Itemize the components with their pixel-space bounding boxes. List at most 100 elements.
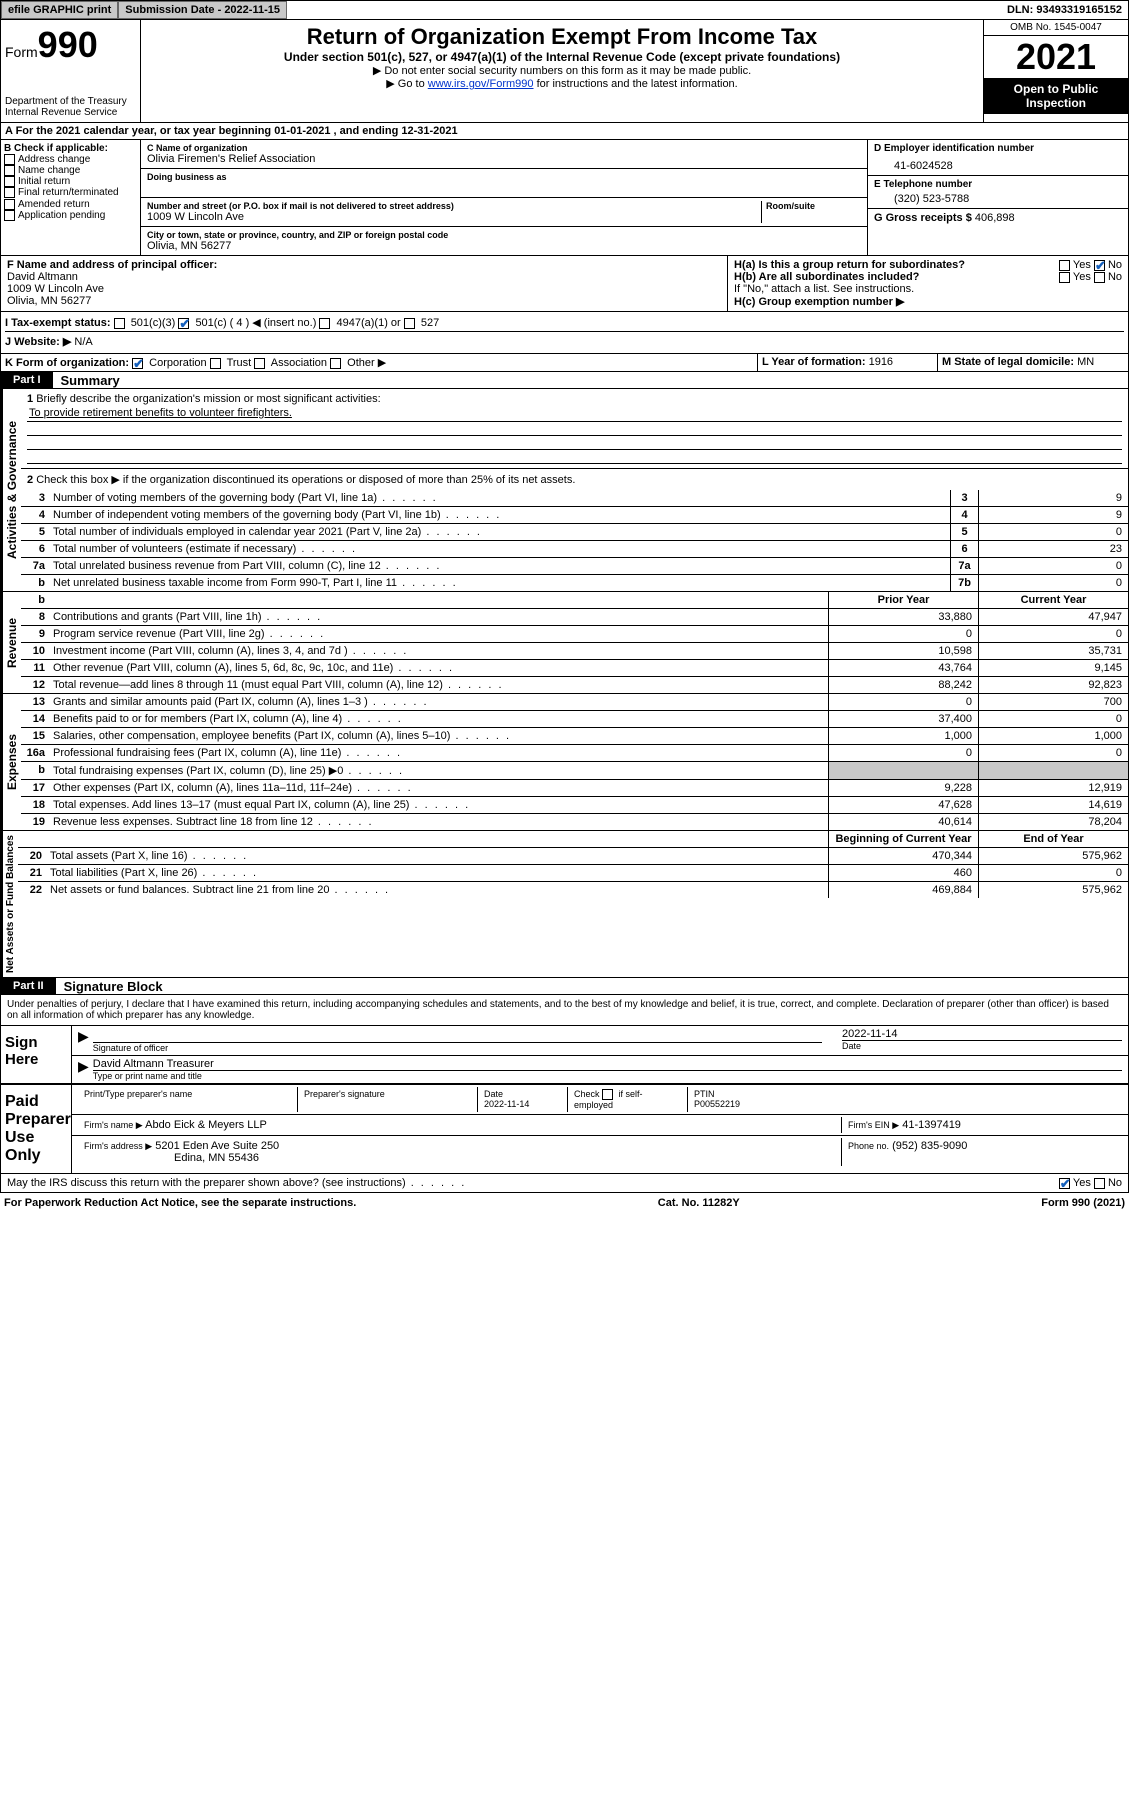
ptin: P00552219 bbox=[694, 1099, 740, 1109]
org-name: Olivia Firemen's Relief Association bbox=[147, 153, 861, 165]
firm-ein: 41-1397419 bbox=[902, 1119, 961, 1131]
form-header: Form990 Department of the Treasury Inter… bbox=[0, 20, 1129, 123]
b-item[interactable]: Amended return bbox=[4, 199, 137, 210]
form-footer: Form 990 (2021) bbox=[1041, 1197, 1125, 1209]
declaration-text: Under penalties of perjury, I declare th… bbox=[1, 995, 1128, 1025]
form-title: Return of Organization Exempt From Incom… bbox=[145, 24, 979, 50]
check-self: Check if self-employed bbox=[568, 1087, 688, 1112]
h-a: H(a) Is this a group return for subordin… bbox=[734, 259, 1122, 271]
officer-print-name: David Altmann Treasurer bbox=[93, 1058, 1122, 1070]
ssn-note: ▶ Do not enter social security numbers o… bbox=[145, 64, 979, 77]
sig-officer-label: Signature of officer bbox=[93, 1042, 822, 1053]
officer-name: David Altmann bbox=[7, 271, 721, 283]
website: N/A bbox=[74, 336, 92, 348]
prep-name-label: Print/Type preparer's name bbox=[78, 1087, 298, 1112]
section-k-l-m: K Form of organization: Corporation Trus… bbox=[0, 354, 1129, 372]
checkbox-527[interactable] bbox=[404, 318, 415, 329]
vlabel-activities: Activities & Governance bbox=[1, 389, 21, 591]
current-year-header: Current Year bbox=[978, 592, 1128, 608]
d-label: D Employer identification number bbox=[874, 143, 1122, 154]
open-to-public: Open to Public Inspection bbox=[984, 78, 1128, 114]
website-note: ▶ Go to www.irs.gov/Form990 for instruct… bbox=[145, 77, 979, 90]
catalog-number: Cat. No. 11282Y bbox=[658, 1197, 740, 1209]
q1-label: Briefly describe the organization's miss… bbox=[36, 393, 380, 405]
omb-number: OMB No. 1545-0047 bbox=[984, 20, 1128, 36]
c-name-label: C Name of organization bbox=[147, 143, 861, 153]
irs-label: Internal Revenue Service bbox=[5, 107, 136, 118]
k-label: K Form of organization: bbox=[5, 357, 129, 369]
ein: 41-6024528 bbox=[874, 154, 1122, 172]
year-formation: 1916 bbox=[869, 356, 893, 368]
b-item[interactable]: Address change bbox=[4, 154, 137, 165]
discuss-yes[interactable] bbox=[1059, 1178, 1070, 1189]
paid-preparer-label: Paid Preparer Use Only bbox=[1, 1085, 71, 1173]
f-label: F Name and address of principal officer: bbox=[7, 259, 721, 271]
firm-phone: (952) 835-9090 bbox=[892, 1140, 967, 1152]
sign-here-label: Sign Here bbox=[1, 1026, 71, 1083]
h-b: H(b) Are all subordinates included? Yes … bbox=[734, 271, 1122, 283]
m-label: M State of legal domicile: bbox=[942, 356, 1074, 368]
submission-date: Submission Date - 2022-11-15 bbox=[118, 1, 287, 19]
signature-block: Under penalties of perjury, I declare th… bbox=[0, 995, 1129, 1193]
checkbox-other[interactable] bbox=[330, 358, 341, 369]
org-address: 1009 W Lincoln Ave bbox=[147, 211, 761, 223]
checkbox-corp[interactable] bbox=[132, 358, 143, 369]
date-label: Date bbox=[842, 1040, 1122, 1051]
mission-text: To provide retirement benefits to volunt… bbox=[27, 405, 1122, 422]
g-label: G Gross receipts $ bbox=[874, 212, 972, 224]
e-label: E Telephone number bbox=[874, 179, 1122, 190]
prep-sig-label: Preparer's signature bbox=[298, 1087, 478, 1112]
form-number: Form990 bbox=[5, 24, 136, 66]
section-f-h: F Name and address of principal officer:… bbox=[0, 256, 1129, 312]
checkbox-501c3[interactable] bbox=[114, 318, 125, 329]
top-bar: efile GRAPHIC print Submission Date - 20… bbox=[0, 0, 1129, 20]
addr-label: Number and street (or P.O. box if mail i… bbox=[147, 201, 761, 211]
part-i-name: Summary bbox=[53, 373, 120, 388]
dln: DLN: 93493319165152 bbox=[1001, 2, 1128, 18]
room-label: Room/suite bbox=[766, 201, 861, 211]
checkbox-assoc[interactable] bbox=[254, 358, 265, 369]
discuss-no[interactable] bbox=[1094, 1178, 1105, 1189]
telephone: (320) 523-5788 bbox=[874, 190, 1122, 205]
firm-name: Abdo Eick & Meyers LLP bbox=[145, 1119, 267, 1131]
officer-addr2: Olivia, MN 56277 bbox=[7, 295, 721, 307]
vlabel-revenue: Revenue bbox=[1, 592, 21, 693]
city-label: City or town, state or province, country… bbox=[147, 230, 861, 240]
firm-addr1: 5201 Eden Ave Suite 250 bbox=[155, 1140, 279, 1152]
b-label: B Check if applicable: bbox=[4, 143, 137, 154]
section-b-c-d-e: B Check if applicable: Address change Na… bbox=[0, 140, 1129, 256]
b-item[interactable]: Name change bbox=[4, 165, 137, 176]
j-label: J Website: ▶ bbox=[5, 336, 71, 348]
revenue-section: Revenue b Prior Year Current Year 8Contr… bbox=[0, 592, 1129, 694]
prior-year-header: Prior Year bbox=[828, 592, 978, 608]
paperwork-notice: For Paperwork Reduction Act Notice, see … bbox=[4, 1197, 356, 1209]
q2-label: Check this box ▶ if the organization dis… bbox=[36, 474, 575, 486]
checkbox-501c[interactable] bbox=[178, 318, 189, 329]
part-i-label: Part I bbox=[1, 372, 53, 388]
begin-year-header: Beginning of Current Year bbox=[828, 831, 978, 847]
officer-addr1: 1009 W Lincoln Ave bbox=[7, 283, 721, 295]
b-item[interactable]: Final return/terminated bbox=[4, 187, 137, 198]
vlabel-expenses: Expenses bbox=[1, 694, 21, 830]
part-ii-name: Signature Block bbox=[56, 979, 163, 994]
checkbox-trust[interactable] bbox=[210, 358, 221, 369]
form-subtitle: Under section 501(c), 527, or 4947(a)(1)… bbox=[145, 50, 979, 64]
page-footer: For Paperwork Reduction Act Notice, see … bbox=[0, 1193, 1129, 1213]
checkbox-4947[interactable] bbox=[319, 318, 330, 329]
section-a-tax-year: A For the 2021 calendar year, or tax yea… bbox=[0, 123, 1129, 140]
net-assets-section: Net Assets or Fund Balances Beginning of… bbox=[0, 831, 1129, 978]
discuss-question: May the IRS discuss this return with the… bbox=[7, 1177, 1059, 1189]
efile-print-button[interactable]: efile GRAPHIC print bbox=[1, 1, 118, 19]
dba-label: Doing business as bbox=[147, 172, 861, 182]
l-label: L Year of formation: bbox=[762, 356, 866, 368]
b-item[interactable]: Application pending bbox=[4, 210, 137, 221]
dept-treasury: Department of the Treasury bbox=[5, 96, 136, 107]
b-item[interactable]: Initial return bbox=[4, 176, 137, 187]
section-i-j: I Tax-exempt status: 501(c)(3) 501(c) ( … bbox=[0, 312, 1129, 354]
activities-governance: Activities & Governance 1 Briefly descri… bbox=[0, 389, 1129, 592]
i-label: I Tax-exempt status: bbox=[5, 317, 111, 329]
type-name-label: Type or print name and title bbox=[93, 1070, 1122, 1081]
irs-link[interactable]: www.irs.gov/Form990 bbox=[428, 78, 534, 90]
gross-receipts: 406,898 bbox=[975, 212, 1015, 224]
part-ii-label: Part II bbox=[1, 978, 56, 994]
